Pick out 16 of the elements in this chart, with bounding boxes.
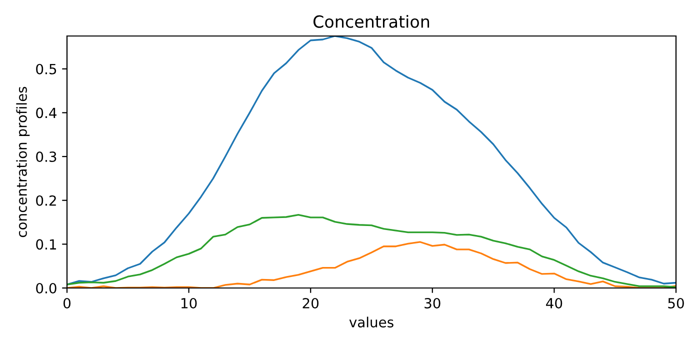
y-tick-label: 0.0 [36, 282, 56, 294]
x-tick-label: 50 [668, 298, 684, 308]
y-axis-title: concentration profiles [16, 86, 30, 238]
x-tick-label: 30 [424, 298, 440, 308]
x-tick-label: 0 [63, 298, 70, 308]
chart-title: Concentration [313, 15, 430, 28]
y-tick-label: 0.2 [36, 195, 56, 206]
line-series [67, 36, 676, 286]
x-tick-label: 20 [302, 298, 319, 308]
y-tick-label: 0.4 [36, 108, 56, 118]
y-tick-label: 0.3 [36, 151, 56, 162]
y-tick-label: 0.1 [36, 239, 56, 250]
y-tick-label: 0.5 [36, 64, 56, 74]
x-tick-label: 10 [181, 298, 197, 308]
x-axis-title: values [349, 316, 394, 328]
x-tick-label: 40 [546, 298, 562, 308]
